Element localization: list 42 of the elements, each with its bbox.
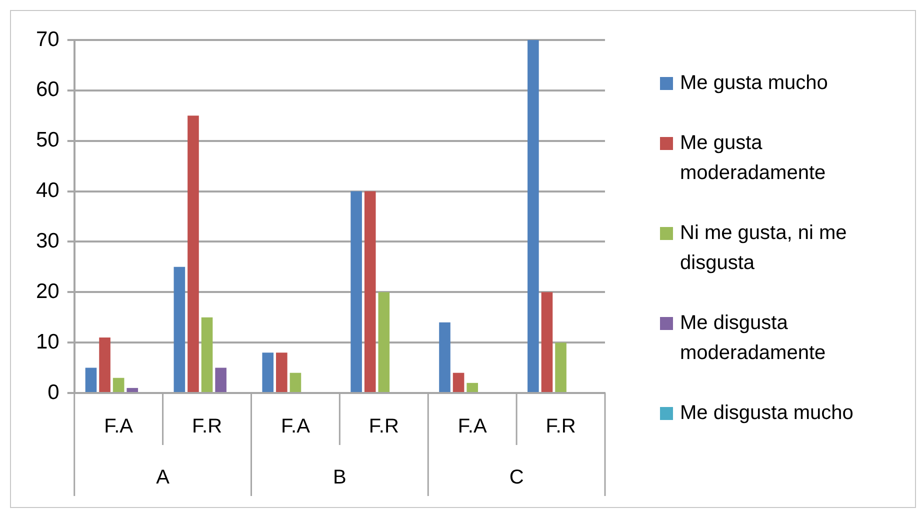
bar: [528, 40, 539, 392]
bar: [262, 352, 274, 392]
y-tick-label: 40: [36, 179, 60, 202]
text: C: [509, 466, 524, 489]
bar: [99, 338, 110, 392]
legend-label: Me disgusta mucho: [680, 401, 854, 426]
text: A: [156, 466, 170, 489]
y-tick-label: 30: [36, 230, 60, 253]
bar: [201, 317, 213, 392]
bar: [85, 368, 97, 392]
y-tick-label: 50: [36, 128, 60, 152]
bar: [541, 292, 553, 392]
legend-label: Me gusta moderadamente: [680, 131, 827, 186]
bar: [364, 191, 376, 392]
x-tick-label: F.A: [281, 416, 311, 438]
bar: [290, 372, 302, 392]
x-tick-label: F.A: [458, 416, 488, 438]
bar: [350, 191, 362, 392]
x-tick-label: F.R: [546, 416, 576, 438]
bar: [174, 266, 186, 392]
bar: [276, 352, 288, 392]
y-tick-label: 0: [48, 380, 60, 404]
legend-label: Ni me gusta, ni me disgusta: [680, 221, 848, 276]
legend-label: Me disgusta moderadamente: [680, 311, 827, 366]
x-tick-label: F.R: [368, 416, 399, 438]
bar: [555, 342, 566, 392]
bar: [215, 368, 226, 392]
bar: [112, 378, 124, 392]
bar: [188, 116, 199, 392]
bar: [378, 292, 390, 392]
bar: [439, 322, 450, 392]
text: B: [333, 466, 346, 489]
legend-label: Me gusta mucho: [680, 71, 829, 96]
y-tick-label: 70: [36, 28, 60, 51]
y-tick-label: 20: [36, 280, 60, 303]
y-tick-label: 60: [36, 78, 60, 102]
x-tick-label: F.R: [192, 416, 222, 438]
bar: [452, 372, 464, 392]
y-tick-label: 10: [36, 330, 60, 354]
bar: [466, 382, 478, 392]
x-tick-label: F.A: [104, 416, 134, 438]
bar: [126, 388, 138, 392]
